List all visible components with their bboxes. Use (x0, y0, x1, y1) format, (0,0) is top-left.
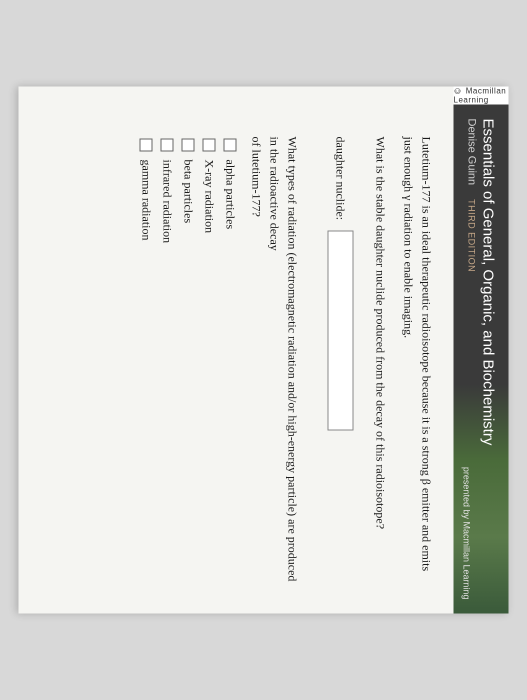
title-block: Essentials of General, Organic, and Bioc… (454, 105, 509, 614)
label-infrared: infrared radiation (160, 160, 175, 244)
daughter-nuclide-row: daughter nuclide: (328, 137, 354, 582)
option-gamma: gamma radiation (139, 139, 154, 582)
daughter-nuclide-label: daughter nuclide: (333, 137, 348, 221)
question-1: What is the stable daughter nuclide prod… (372, 137, 390, 582)
edition-label: THIRD EDITION (467, 199, 477, 272)
option-xray: X-ray radiation (202, 139, 217, 582)
checkbox-infrared[interactable] (161, 139, 174, 152)
checkbox-gamma[interactable] (140, 139, 153, 152)
label-beta: beta particles (181, 160, 196, 224)
checkbox-xray[interactable] (203, 139, 216, 152)
checkbox-alpha[interactable] (224, 139, 237, 152)
question-2-line1: What types of radiation (electromagnetic… (268, 137, 300, 582)
book-title: Essentials of General, Organic, and Bioc… (480, 119, 497, 600)
daughter-nuclide-input[interactable] (328, 230, 354, 430)
checkbox-beta[interactable] (182, 139, 195, 152)
radiation-options: alpha particles X-ray radiation beta par… (139, 139, 238, 582)
presented-by-text: presented by Macmillan Learning (462, 467, 472, 600)
copyright-text: © Macmillan Learning (454, 87, 509, 105)
label-gamma: gamma radiation (139, 160, 154, 241)
content-area: Lutetium-177 is an ideal therapeutic rad… (121, 87, 454, 614)
option-beta: beta particles (181, 139, 196, 582)
label-xray: X-ray radiation (202, 160, 217, 234)
author-name: Denise Guinn (466, 119, 478, 186)
page: © Macmillan Learning Essentials of Gener… (19, 87, 509, 614)
question-2-line2: of lutetium-177? (250, 137, 264, 217)
option-alpha: alpha particles (223, 139, 238, 582)
question-2: What types of radiation (electromagnetic… (248, 137, 302, 582)
intro-paragraph: Lutetium-177 is an ideal therapeutic rad… (400, 137, 436, 582)
label-alpha: alpha particles (223, 160, 238, 230)
option-infrared: infrared radiation (160, 139, 175, 582)
header-bar: © Macmillan Learning Essentials of Gener… (454, 87, 509, 614)
